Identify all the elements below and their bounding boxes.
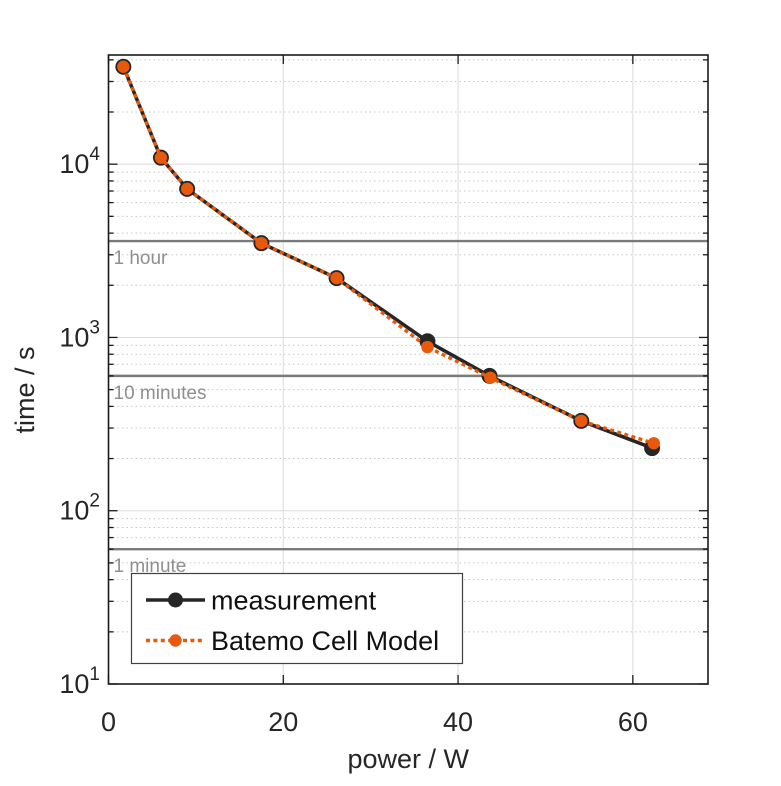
y-tick-label: 102 (59, 491, 100, 526)
y-tick-label: 104 (59, 144, 100, 179)
reference-label-1-minute: 1 minute (114, 556, 187, 577)
model-marker (421, 340, 434, 354)
legend-entry-measurement: measurement (146, 586, 377, 616)
legend-box (130, 572, 464, 665)
legend-sample-marker-batemo-cell-model (169, 634, 182, 647)
model-marker (255, 236, 268, 250)
legend-label-measurement: measurement (211, 586, 377, 616)
legend-sample-marker-measurement (168, 592, 183, 608)
y-tick-label: 103 (59, 317, 100, 352)
x-tick-label: 60 (618, 707, 648, 737)
model-marker (575, 414, 588, 428)
reference-label-10-minutes: 10 minutes (114, 383, 207, 404)
legend-label-batemo-cell-model: Batemo Cell Model (211, 626, 439, 656)
legend-entry-batemo-cell-model: Batemo Cell Model (146, 626, 439, 656)
y-axis-label: time / s (10, 346, 40, 433)
x-tick-label: 40 (443, 707, 473, 737)
series (115, 58, 661, 457)
x-tick-label: 0 (101, 707, 116, 737)
tick-labels: 0 20 40 60 101 102 103 104 (59, 144, 647, 737)
model-marker (330, 271, 343, 285)
x-tick-label: 20 (268, 707, 298, 737)
axes-box (107, 54, 709, 685)
tick-marks (107, 55, 708, 685)
y-tick-label: 101 (59, 664, 100, 699)
model-marker (647, 437, 661, 450)
model-marker (154, 151, 168, 164)
reference-lines: 1 hour 10 minutes 1 minute (108, 239, 708, 577)
x-axis-label: power / W (347, 744, 469, 774)
model-marker (117, 60, 130, 73)
model-marker (484, 371, 497, 384)
model-marker (180, 182, 194, 196)
reference-label-1-hour: 1 hour (114, 248, 169, 269)
legend: measurement Batemo Cell Model (130, 572, 464, 665)
